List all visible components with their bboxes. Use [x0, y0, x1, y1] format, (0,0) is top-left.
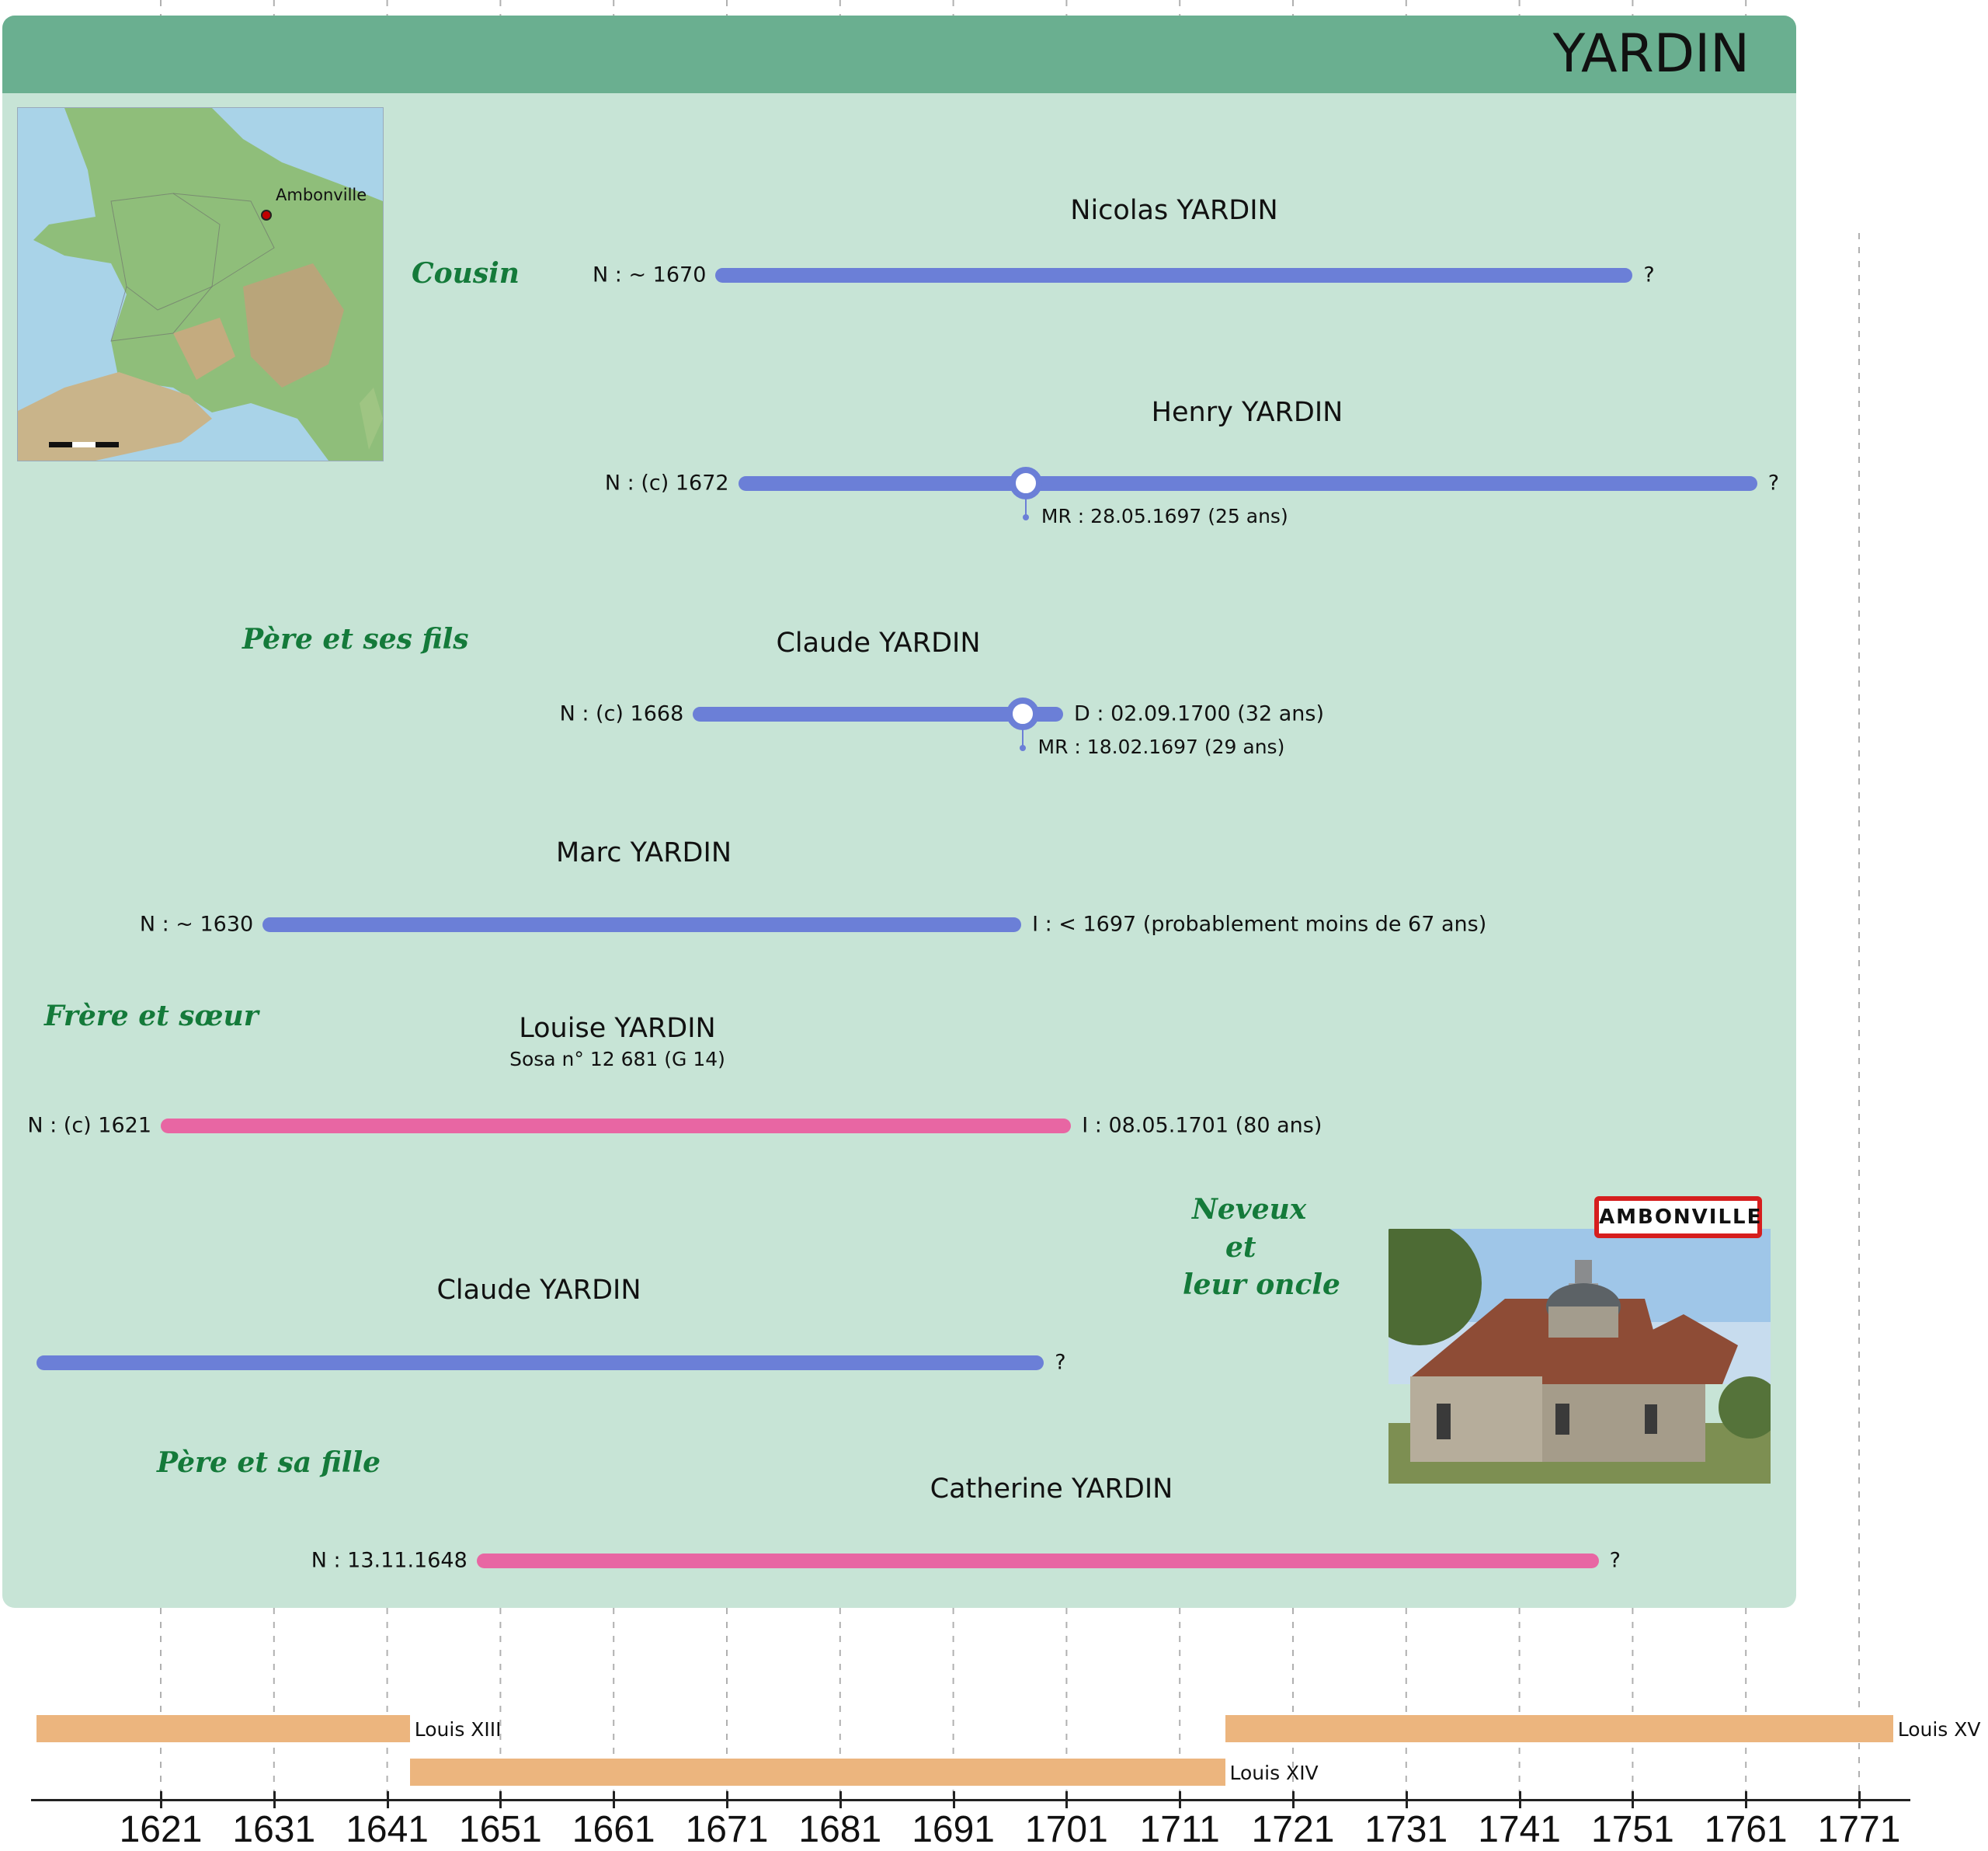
person-name-henry: Henry YARDIN	[1151, 397, 1343, 428]
axis-tick-1771	[1858, 1791, 1861, 1808]
axis-label-1741: 1741	[1478, 1809, 1561, 1850]
group-label-neveux-line3: leur oncle	[1183, 1268, 1340, 1301]
axis-label-1651: 1651	[459, 1809, 542, 1850]
birth-label-claude-fils: N : (c) 1668	[559, 701, 684, 726]
reign-label-louis-xiv: Louis XIV	[1229, 1762, 1319, 1784]
group-label-pere-et-ses-fils: Père et ses fils	[242, 623, 469, 656]
axis-tick-1761	[1745, 1791, 1748, 1808]
lifespan-bar-claude-fils	[693, 706, 1064, 722]
death-label-claude-fils: D : 02.09.1700 (32 ans)	[1074, 701, 1324, 726]
birth-label-henry: N : (c) 1672	[604, 471, 729, 496]
marriage-pin-henry	[1022, 514, 1029, 520]
axis-label-1701: 1701	[1025, 1809, 1108, 1850]
group-label-neveux-line2: et	[1225, 1231, 1256, 1264]
person-name-marc: Marc YARDIN	[555, 837, 732, 868]
axis-tick-1681	[839, 1791, 842, 1808]
marriage-stem-claude-fils	[1021, 725, 1024, 748]
person-name-catherine: Catherine YARDIN	[930, 1473, 1173, 1505]
axis-tick-1621	[160, 1791, 162, 1808]
axis-tick-1641	[386, 1791, 389, 1808]
axis-tick-1701	[1065, 1791, 1069, 1808]
church-photo	[1388, 1229, 1771, 1484]
person-name-claude-pere: Claude YARDIN	[436, 1275, 641, 1306]
lifespan-bar-catherine	[476, 1553, 1599, 1568]
axis-label-1711: 1711	[1139, 1809, 1220, 1850]
axis-tick-1661	[613, 1791, 616, 1808]
axis-label-1661: 1661	[572, 1809, 655, 1850]
reign-bar-louis-xiv	[409, 1759, 1225, 1786]
end-label-nicolas: ?	[1643, 263, 1655, 287]
marriage-label-henry: MR : 28.05.1697 (25 ans)	[1041, 505, 1288, 527]
marriage-marker-henry	[1009, 467, 1042, 499]
reign-label-louis-xv: Louis XV	[1897, 1718, 1981, 1741]
marriage-label-claude-fils: MR : 18.02.1697 (29 ans)	[1037, 736, 1285, 758]
lifespan-bar-nicolas	[715, 267, 1633, 283]
axis-tick-1691	[952, 1791, 955, 1808]
france-map: Ambonville	[17, 107, 384, 461]
birth-label-marc: N : ~ 1630	[139, 912, 254, 937]
group-label-pere-et-sa-fille: Père et sa fille	[157, 1446, 381, 1479]
axis-label-1631: 1631	[232, 1809, 316, 1850]
axis-label-1691: 1691	[912, 1809, 995, 1850]
end-label-marc: I : < 1697 (probablement moins de 67 ans…	[1032, 912, 1487, 937]
group-label-frere-et-soeur: Frère et sœur	[44, 1000, 259, 1032]
axis-tick-1711	[1179, 1791, 1182, 1808]
person-name-louise: Louise YARDIN	[519, 1013, 716, 1044]
lifespan-bar-claude-pere	[36, 1355, 1044, 1370]
reign-bar-louis-xv	[1225, 1715, 1893, 1742]
header-bar: YARDIN	[2, 16, 1796, 93]
birth-label-louise: N : (c) 1621	[27, 1113, 151, 1138]
end-label-henry: ?	[1767, 471, 1780, 496]
reign-bar-louis-xiii	[36, 1715, 410, 1742]
sosa-number-louise: Sosa n° 12 681 (G 14)	[509, 1048, 725, 1070]
axis-label-1641: 1641	[346, 1809, 429, 1850]
axis-label-1771: 1771	[1817, 1809, 1901, 1850]
axis-label-1681: 1681	[798, 1809, 882, 1850]
person-name-claude-fils: Claude YARDIN	[776, 628, 981, 659]
map-town-label: Ambonville	[276, 186, 367, 204]
axis-tick-1631	[273, 1791, 276, 1808]
marriage-marker-claude-fils	[1006, 698, 1039, 730]
axis-tick-1741	[1518, 1791, 1521, 1808]
axis-label-1761: 1761	[1704, 1809, 1788, 1850]
axis-tick-1751	[1632, 1791, 1635, 1808]
lifespan-bar-marc	[262, 917, 1022, 932]
end-label-catherine: ?	[1609, 1548, 1621, 1573]
axis-tick-1651	[499, 1791, 502, 1808]
reign-label-louis-xiii: Louis XIII	[414, 1718, 502, 1741]
marriage-pin-claude-fils	[1019, 745, 1026, 751]
lifespan-bar-henry	[738, 475, 1757, 491]
end-label-claude-pere: ?	[1055, 1350, 1066, 1375]
axis-label-1671: 1671	[685, 1809, 769, 1850]
axis-label-1621: 1621	[119, 1809, 203, 1850]
axis-label-1751: 1751	[1591, 1809, 1674, 1850]
birth-label-catherine: N : 13.11.1648	[311, 1548, 467, 1573]
marriage-stem-henry	[1024, 494, 1027, 517]
birth-label-nicolas: N : ~ 1670	[593, 263, 707, 287]
page-title: YARDIN	[1552, 23, 1750, 85]
axis-label-1731: 1731	[1364, 1809, 1448, 1850]
axis-tick-1671	[726, 1791, 728, 1808]
ambonville-sign: AMBONVILLE	[1594, 1196, 1762, 1238]
year-axis-line	[31, 1799, 1910, 1801]
person-name-nicolas: Nicolas YARDIN	[1070, 195, 1278, 226]
group-label-cousin: Cousin	[412, 257, 520, 290]
axis-label-1721: 1721	[1251, 1809, 1335, 1850]
group-label-neveux-line1: Neveux	[1192, 1193, 1307, 1226]
axis-tick-1721	[1292, 1791, 1295, 1808]
end-label-louise: I : 08.05.1701 (80 ans)	[1082, 1113, 1322, 1138]
axis-tick-1731	[1405, 1791, 1408, 1808]
lifespan-bar-louise	[161, 1118, 1072, 1133]
